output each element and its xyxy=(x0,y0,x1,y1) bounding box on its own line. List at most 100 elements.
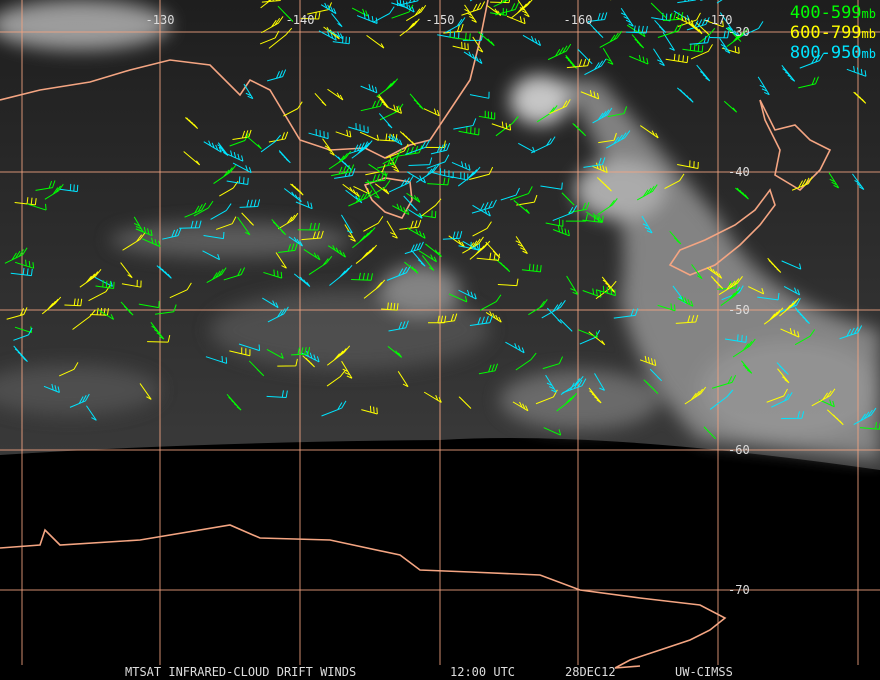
wind-barb xyxy=(757,293,780,301)
footer-text: MTSAT INFRARED-CLOUD DRIFT WINDS xyxy=(125,665,356,679)
wind-barb xyxy=(226,393,242,411)
wind-barb xyxy=(521,263,542,273)
wind-barb xyxy=(348,190,373,207)
wind-barb xyxy=(352,227,376,249)
wind-barb xyxy=(490,0,511,4)
wind-barb xyxy=(238,343,261,352)
wind-barb xyxy=(427,177,450,186)
wind-barb xyxy=(443,23,464,34)
wind-barb xyxy=(703,426,717,440)
wind-barb xyxy=(372,6,395,23)
wind-barb xyxy=(689,35,711,45)
wind-barb xyxy=(365,173,388,184)
wind-barb xyxy=(290,183,304,196)
wind-barb xyxy=(552,205,578,222)
wind-barb xyxy=(777,368,790,384)
wind-barb xyxy=(69,393,90,408)
wind-barb xyxy=(596,285,616,297)
wind-barb xyxy=(582,214,604,223)
wind-barb xyxy=(202,250,221,261)
wind-barb xyxy=(639,355,657,367)
wind-barb xyxy=(712,374,737,389)
wind-barb xyxy=(601,276,616,293)
wind-barb xyxy=(653,48,665,67)
wind-barb xyxy=(406,4,427,22)
wind-barb xyxy=(391,4,414,19)
wind-barb xyxy=(546,307,563,324)
wind-barb xyxy=(423,108,440,117)
wind-barb xyxy=(458,289,477,300)
wind-barb xyxy=(318,30,337,41)
wind-barb xyxy=(464,4,477,23)
wind-barb xyxy=(386,220,398,239)
wind-barb xyxy=(478,110,496,120)
wind-barb xyxy=(542,356,564,370)
wind-barb xyxy=(217,142,229,156)
wind-barb xyxy=(853,91,867,104)
wind-barb xyxy=(135,226,153,237)
wind-barb xyxy=(579,330,601,345)
wind-barb xyxy=(781,411,805,420)
wind-barb xyxy=(421,255,435,271)
wind-barb xyxy=(491,121,512,131)
wind-barb xyxy=(405,139,431,155)
wind-barb xyxy=(791,176,813,191)
wind-barb xyxy=(592,107,613,124)
wind-barb xyxy=(98,309,115,320)
wind-barb xyxy=(485,311,502,323)
wind-barb xyxy=(4,247,28,264)
wind-barb xyxy=(431,168,454,179)
wind-barb xyxy=(288,236,303,247)
wind-barb xyxy=(399,219,422,230)
wind-barb xyxy=(720,288,741,306)
latitude-label: -70 xyxy=(728,583,750,597)
wind-barb xyxy=(162,228,182,240)
wind-barb xyxy=(479,294,502,311)
wind-barb xyxy=(26,203,47,211)
wind-barb xyxy=(559,319,573,332)
wind-barb xyxy=(379,133,398,142)
wind-barb xyxy=(259,30,280,45)
longitude-label: -150 xyxy=(426,13,455,27)
wind-barb xyxy=(13,327,33,341)
wind-barb xyxy=(675,14,694,27)
wind-barb xyxy=(213,164,237,184)
wind-barb xyxy=(327,245,347,258)
wind-barb xyxy=(329,264,353,286)
australia-coast xyxy=(0,0,489,159)
wind-barb xyxy=(478,363,499,375)
footer: MTSAT INFRARED-CLOUD DRIFT WINDS 12:00 UT… xyxy=(125,665,733,679)
wind-barb xyxy=(578,329,598,338)
wind-barb xyxy=(625,25,648,34)
wind-barb xyxy=(139,383,152,400)
wind-barb xyxy=(297,222,320,231)
wind-barb xyxy=(606,130,631,149)
wind-barb xyxy=(381,302,399,311)
wind-barb xyxy=(710,276,724,289)
wind-barb xyxy=(183,151,201,166)
wind-barb xyxy=(44,183,64,200)
wind-barb xyxy=(591,162,608,174)
wind-barb xyxy=(636,184,658,201)
wind-barb xyxy=(798,76,819,89)
wind-barb xyxy=(406,227,426,239)
longitude-label: -160 xyxy=(564,13,593,27)
wind-barb xyxy=(461,1,486,16)
wind-barb xyxy=(278,150,291,164)
wind-barb xyxy=(472,221,492,237)
wind-barb xyxy=(64,298,83,307)
wind-barb xyxy=(811,388,836,407)
wind-barb xyxy=(341,360,353,379)
wind-barb xyxy=(676,87,694,103)
wind-barb xyxy=(232,129,252,140)
wind-barb xyxy=(448,235,465,248)
footer-text: 28DEC12 xyxy=(565,665,616,679)
wind-barb xyxy=(449,32,471,41)
wind-barb xyxy=(512,401,529,412)
wind-barb xyxy=(59,183,79,193)
wind-barb xyxy=(781,260,802,270)
wind-barb xyxy=(121,279,142,288)
wind-barb xyxy=(582,288,602,298)
wind-barb xyxy=(472,36,484,53)
